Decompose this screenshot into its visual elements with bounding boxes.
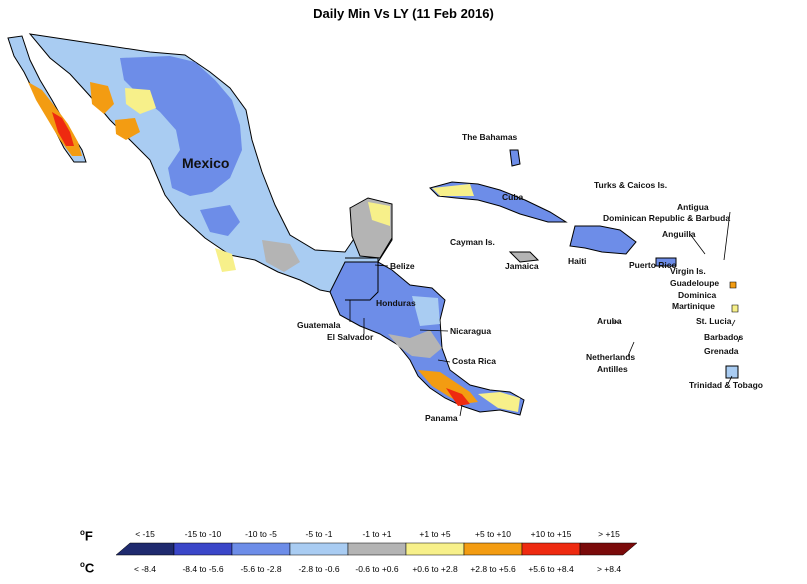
label-barbados: Barbados [704,332,743,342]
trinidad [725,365,739,379]
label-belize: Belize [390,261,415,271]
puerto-rico [655,257,677,267]
label-guatemala: Guatemala [297,320,341,330]
panama-yellow [478,392,520,412]
legend-unit-f: oF [80,528,93,544]
central-america-lightblue [412,296,440,326]
legend-c-label: -2.8 to -0.6 [298,564,340,574]
mexico-yellow-zone-south [215,248,236,272]
label-nicaragua: Nicaragua [450,326,491,336]
baja-hot-zone [52,112,74,146]
label-jamaica: Jamaica [505,261,539,271]
legend-c-label: -0.6 to +0.6 [355,564,399,574]
label-guadeloupe: Guadeloupe [670,278,719,288]
guadeloupe-dot [729,281,737,289]
legend-f-label: +5 to +10 [475,529,511,539]
legend-c-label: +5.6 to +8.4 [528,564,574,574]
legend-f-label: < -15 [135,529,155,539]
yucatan-yellow [368,202,390,226]
legend-c-label: +0.6 to +2.8 [412,564,458,574]
bahamas-island [509,149,521,167]
chihuahua-yellow-zone [125,88,156,114]
label-antilles: Antilles [597,364,628,374]
label-cuba: Cuba [502,192,524,202]
hispaniola [569,225,637,255]
legend-f-label: -5 to -1 [305,529,333,539]
legend-c-label: +2.8 to +5.6 [470,564,516,574]
legend-swatch-5 [347,542,407,556]
label-el-salvador: El Salvador [327,332,374,342]
legend-swatch-4 [289,542,349,556]
label-aruba: Aruba [597,316,622,326]
legend-swatch-1 [116,542,175,556]
legend-swatch-6 [405,542,465,556]
legend-f-label: -10 to -5 [245,529,277,539]
mexico-cold-zone-2 [200,205,240,236]
legend: oF oC < -15 -15 to -10 -10 to -5 -5 to -… [0,520,807,584]
costa-rica-hot [446,388,470,406]
label-antigua: Antigua [677,202,709,212]
label-dominican: Dominican Republic & Barbuda [603,213,730,223]
central-america-grey [388,330,442,358]
label-grenada: Grenada [704,346,739,356]
legend-swatch-9 [579,542,637,556]
label-haiti: Haiti [568,256,586,266]
map-canvas: Mexico The Bahamas Turks & Caicos Is. Cu… [7,33,763,423]
sinaloa-warm-zone [115,118,140,140]
legend-c-label: > +8.4 [596,564,622,574]
legend-c-label: < -8.4 [134,564,156,574]
label-honduras: Honduras [376,298,416,308]
label-costa-rica: Costa Rica [452,356,496,366]
legend-fahrenheit-row: < -15 -15 to -10 -10 to -5 -5 to -1 -1 t… [116,529,638,539]
map-title: Daily Min Vs LY (11 Feb 2016) [313,6,494,21]
label-anguilla: Anguilla [662,229,696,239]
label-trinidad: Trinidad & Tobago [689,380,763,390]
label-dominica: Dominica [678,290,717,300]
legend-swatch-2 [173,542,233,556]
label-cayman: Cayman Is. [450,237,495,247]
label-mexico: Mexico [182,155,229,171]
label-puerto-rico: Puerto Rico [629,260,677,270]
jamaica [508,251,540,263]
legend-f-label: -15 to -10 [184,529,222,539]
legend-c-label: -5.6 to -2.8 [240,564,282,574]
legend-f-label: +10 to +15 [530,529,572,539]
legend-f-label: -1 to +1 [362,529,392,539]
label-virgin: Virgin Is. [670,266,706,276]
legend-swatch-7 [463,542,523,556]
legend-f-label: +1 to +5 [419,529,451,539]
mexico-grey-zone [262,240,300,272]
legend-f-label: > +15 [598,529,620,539]
legend-celsius-row: < -8.4 -8.4 to -5.6 -5.6 to -2.8 -2.8 to… [116,564,638,574]
label-martinique: Martinique [672,301,715,311]
cuba-yellow [432,184,474,196]
label-panama: Panama [425,413,458,423]
label-bahamas: The Bahamas [462,132,518,142]
sonora-warm-zone [90,82,114,114]
mexico-cold-zone-1 [120,56,242,196]
label-netherlands: Netherlands [586,352,635,362]
legend-swatch-3 [231,542,291,556]
martinique-dot [731,304,739,313]
legend-swatch-8 [521,542,581,556]
label-st-lucia: St. Lucia [696,316,732,326]
legend-unit-c: oC [80,560,95,576]
legend-color-bar [116,542,637,556]
label-turks: Turks & Caicos Is. [594,180,667,190]
legend-c-label: -8.4 to -5.6 [182,564,224,574]
guatemala-border [345,257,379,301]
label-leader-lines [349,211,741,417]
